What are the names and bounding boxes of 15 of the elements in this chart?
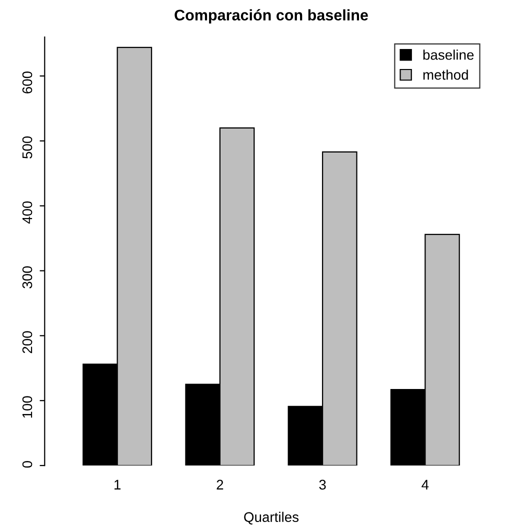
x-tick-label: 2 — [216, 480, 224, 490]
y-tick-label: 300 — [22, 266, 32, 288]
y-tick-label: 400 — [22, 201, 32, 224]
y-tick-label: 600 — [22, 71, 32, 94]
y-tick-label: 200 — [22, 331, 32, 354]
y-tick-label: 0 — [22, 461, 32, 468]
y-tick-label: 100 — [22, 396, 32, 418]
chart-title: Comparación con baseline — [174, 9, 368, 24]
legend-label: baseline — [423, 50, 474, 60]
x-axis-title: Quartiles — [244, 512, 299, 524]
y-tick-label: 500 — [22, 136, 32, 158]
x-tick-label: 1 — [114, 480, 121, 490]
legend-label: method — [423, 70, 468, 80]
x-tick-label: 4 — [422, 480, 429, 490]
x-tick-label: 3 — [319, 480, 326, 490]
